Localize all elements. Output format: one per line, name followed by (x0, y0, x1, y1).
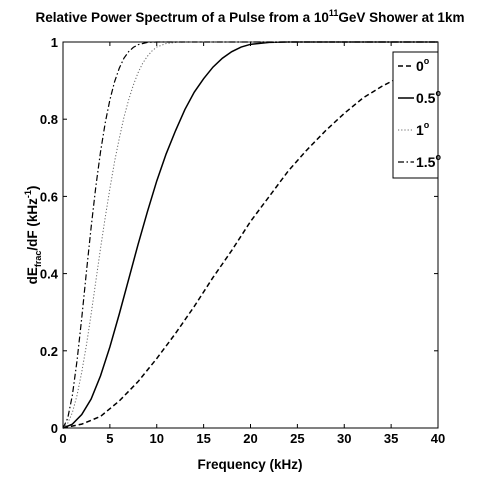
y-tick-label: 0.2 (40, 344, 58, 359)
x-tick-label: 35 (384, 431, 398, 446)
y-tick-label: 0.8 (40, 112, 58, 127)
x-tick-label: 25 (290, 431, 304, 446)
legend-label-0: 0o (416, 56, 430, 74)
legend-label-2: 1o (416, 120, 430, 138)
x-tick-label: 10 (150, 431, 164, 446)
series-line-2 (62, 41, 438, 429)
x-axis-label: Frequency (kHz) (197, 457, 302, 472)
x-tick-label: 5 (106, 431, 113, 446)
x-tick-label: 30 (337, 431, 351, 446)
y-tick-label: 1 (51, 35, 58, 50)
y-tick-label: 0.6 (40, 189, 58, 204)
series-line-1 (62, 41, 438, 429)
x-tick-label: 40 (431, 431, 445, 446)
legend-box (392, 51, 439, 179)
legend-label-3: 1.5o (416, 152, 441, 170)
y-tick-label: 0 (51, 421, 58, 436)
series-layer (62, 41, 439, 429)
y-axis-label: dEfrac/dF (kHz-1) (23, 186, 43, 285)
x-tick-label: 20 (243, 431, 257, 446)
legend: 0o 0.5o 1o 1.5o (392, 51, 441, 179)
x-tick-label: 15 (196, 431, 210, 446)
axis-tick-labels: 0 5 10 15 20 25 30 35 40 0 0.2 0.4 0.6 0.8 1 (40, 35, 445, 446)
y-tick-label: 0.4 (40, 267, 59, 282)
chart-title: Relative Power Spectrum of a Pulse from … (36, 8, 465, 25)
x-tick-label: 0 (59, 431, 66, 446)
legend-label-1: 0.5o (416, 88, 441, 106)
series-line-0 (62, 62, 439, 429)
series-line-3 (62, 41, 438, 429)
